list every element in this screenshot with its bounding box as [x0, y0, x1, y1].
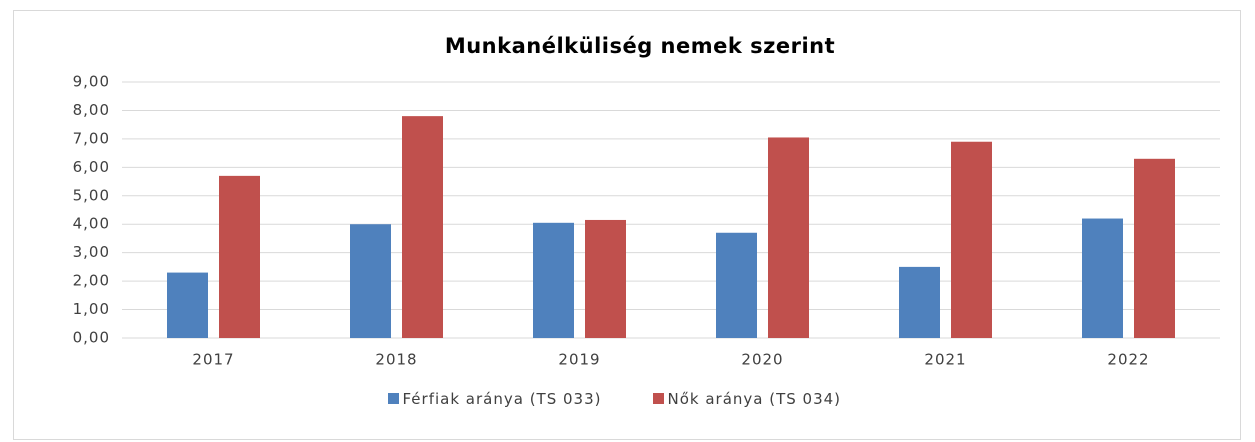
y-tick-label: 8,00 — [73, 101, 110, 119]
bar — [899, 266, 940, 338]
y-tick-label: 3,00 — [73, 243, 110, 261]
x-tick-label: 2021 — [924, 351, 966, 369]
bar — [402, 116, 443, 338]
y-tick-label: 0,00 — [73, 329, 110, 347]
bar — [1082, 218, 1123, 338]
bar — [716, 232, 757, 338]
legend-swatch — [387, 393, 399, 404]
legend-item: Férfiak aránya (TS 033) — [387, 388, 603, 410]
legend-item: Nők aránya (TS 034) — [652, 388, 868, 410]
y-tick-label: 7,00 — [73, 129, 110, 147]
y-tick-label: 5,00 — [73, 186, 110, 204]
y-tick-label: 1,00 — [73, 300, 110, 318]
legend: Férfiak aránya (TS 033) Nők aránya (TS 03… — [0, 388, 1255, 410]
bar — [350, 224, 391, 338]
bar — [533, 222, 574, 338]
legend-label: Férfiak aránya (TS 033) — [402, 390, 602, 408]
bar — [167, 272, 208, 338]
x-tick-label: 2018 — [375, 351, 417, 369]
y-tick-label: 4,00 — [73, 215, 110, 233]
bar — [585, 219, 626, 338]
bar — [1134, 158, 1175, 338]
legend-swatch — [652, 393, 664, 404]
chart-frame — [13, 10, 1241, 440]
x-tick-label: 2017 — [192, 351, 234, 369]
y-tick-label: 6,00 — [73, 158, 110, 176]
legend-label: Nők aránya (TS 034) — [667, 390, 842, 408]
x-tick-label: 2019 — [558, 351, 600, 369]
y-tick-label: 2,00 — [73, 272, 110, 290]
bar — [768, 137, 809, 338]
bar — [219, 175, 260, 338]
y-tick-label: 9,00 — [73, 73, 110, 91]
chart-title: Munkanélküliség nemek szerint — [445, 34, 835, 58]
x-tick-label: 2020 — [741, 351, 783, 369]
x-tick-label: 2022 — [1107, 351, 1149, 369]
bar — [951, 141, 992, 338]
